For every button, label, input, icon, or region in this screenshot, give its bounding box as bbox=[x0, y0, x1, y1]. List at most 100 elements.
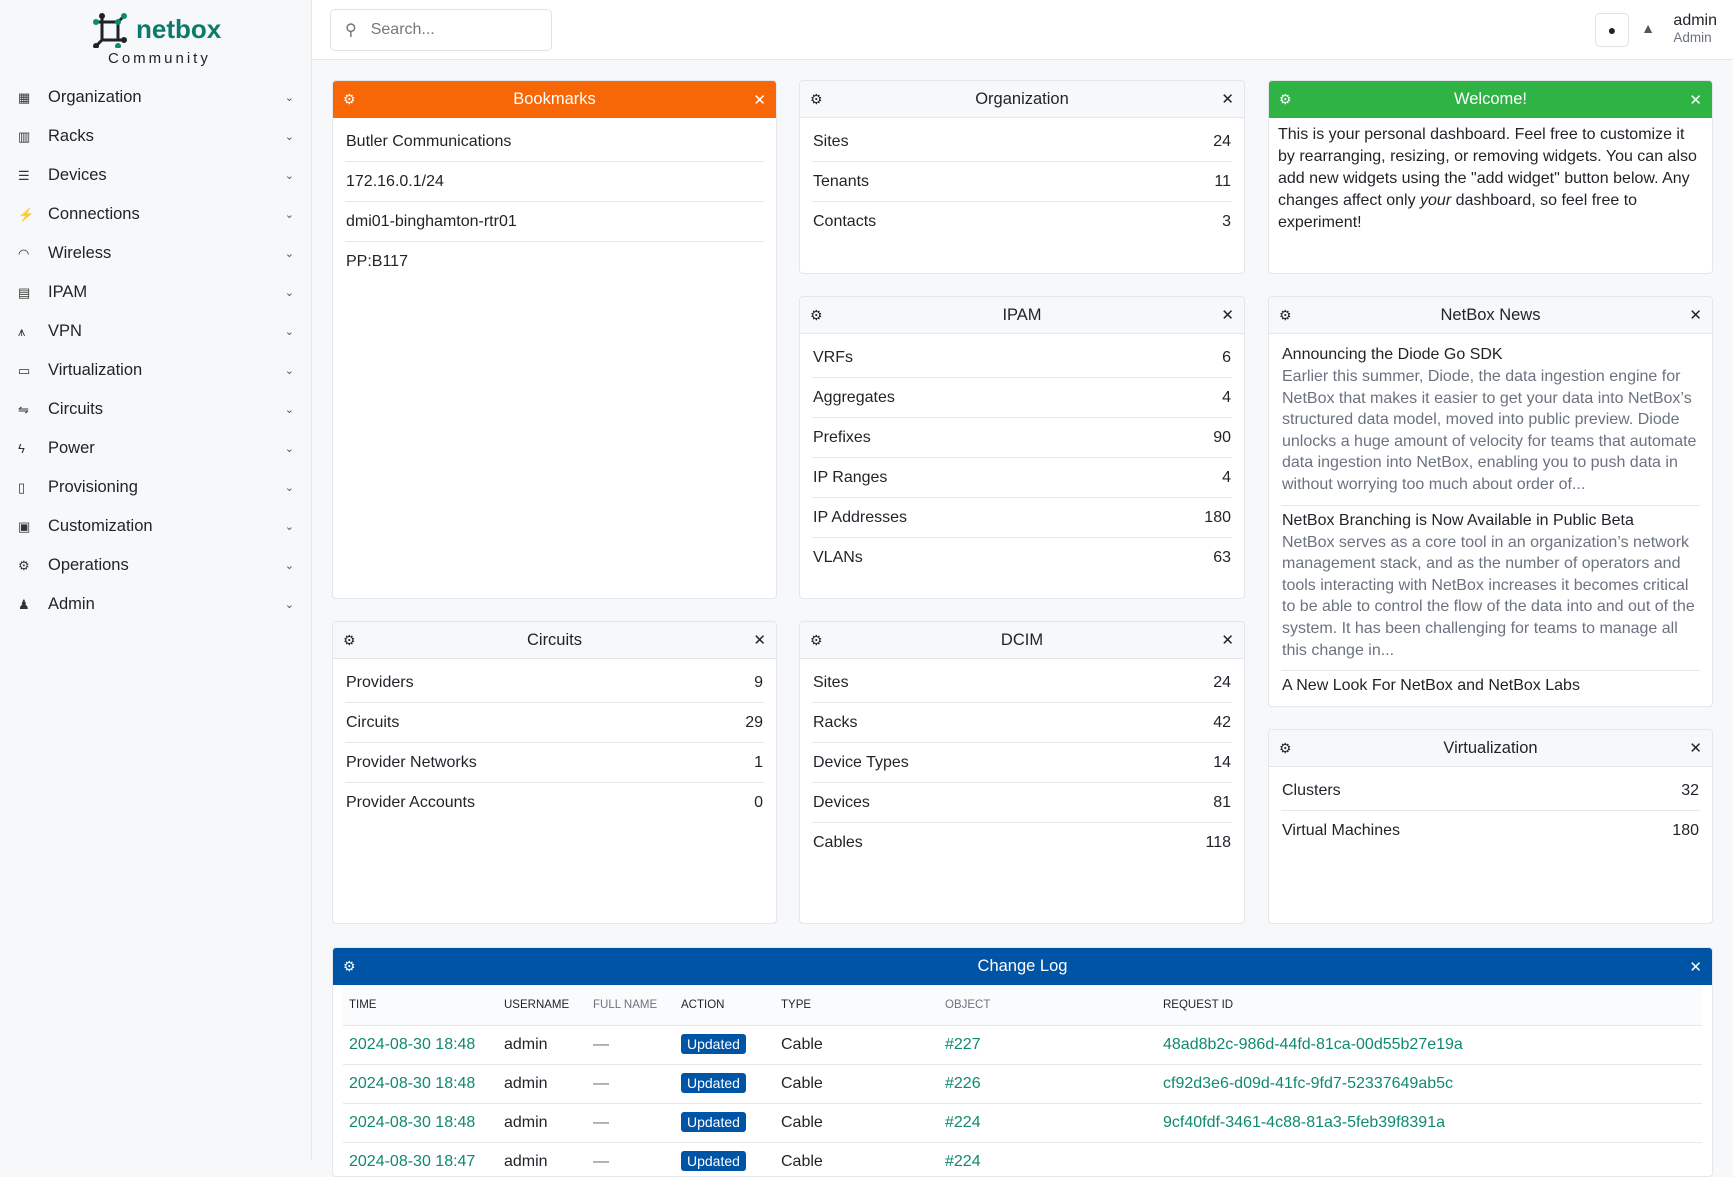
sidebar-item-ipam[interactable]: ▤ IPAM ⌄ bbox=[0, 273, 312, 312]
netbox-logo[interactable]: netbox Community bbox=[92, 12, 232, 68]
bookmark-item[interactable]: 172.16.0.1/24 bbox=[345, 162, 764, 202]
object-link[interactable]: #224 bbox=[945, 1113, 981, 1131]
sidebar-item-circuits[interactable]: ⇋ Circuits ⌄ bbox=[0, 390, 312, 429]
widget-title: IPAM bbox=[1002, 305, 1042, 324]
stat-label: Contacts bbox=[813, 213, 877, 230]
news-title[interactable]: Announcing the Diode Go SDK bbox=[1282, 346, 1503, 363]
close-icon[interactable]: ✕ bbox=[1221, 91, 1234, 108]
gear-icon[interactable]: ⚙ bbox=[1279, 739, 1292, 756]
stat-row[interactable]: Cables 118 bbox=[812, 823, 1232, 863]
request-id-link[interactable]: cf92d3e6-d09d-41fc-9fd7-52337649ab5c bbox=[1163, 1074, 1454, 1092]
column-header[interactable]: TIME bbox=[343, 985, 498, 1026]
bookmark-item[interactable]: Butler Communications bbox=[345, 122, 764, 162]
search-box[interactable]: ⚲ bbox=[330, 9, 552, 51]
stat-count: 90 bbox=[1213, 428, 1231, 446]
object-link[interactable]: #226 bbox=[945, 1074, 981, 1092]
gear-icon[interactable]: ⚙ bbox=[1279, 306, 1292, 323]
close-icon[interactable]: ✕ bbox=[1221, 632, 1234, 649]
sidebar-item-provisioning[interactable]: ▯ Provisioning ⌄ bbox=[0, 468, 312, 507]
news-item[interactable]: Announcing the Diode Go SDK Earlier this … bbox=[1281, 340, 1700, 506]
stat-row[interactable]: Provider Accounts 0 bbox=[345, 783, 764, 823]
time-link[interactable]: 2024-08-30 18:48 bbox=[349, 1113, 476, 1131]
column-header[interactable]: FULL NAME bbox=[587, 985, 675, 1026]
sidebar-item-operations[interactable]: ⚙ Operations ⌄ bbox=[0, 546, 312, 585]
stat-row[interactable]: Virtual Machines 180 bbox=[1281, 811, 1700, 851]
stat-row[interactable]: IP Ranges 4 bbox=[812, 458, 1232, 498]
sidebar-item-virtualization[interactable]: ▭ Virtualization ⌄ bbox=[0, 351, 312, 390]
news-item[interactable]: NetBox Branching is Now Available in Pub… bbox=[1281, 506, 1700, 672]
wifi-icon: ◠ bbox=[18, 245, 30, 261]
news-title[interactable]: NetBox Branching is Now Available in Pub… bbox=[1282, 511, 1634, 529]
sidebar-item-organization[interactable]: ▦ Organization ⌄ bbox=[0, 78, 312, 117]
gear-icon[interactable]: ⚙ bbox=[343, 958, 356, 974]
gear-icon[interactable]: ⚙ bbox=[1279, 91, 1292, 107]
time-link[interactable]: 2024-08-30 18:48 bbox=[349, 1074, 476, 1092]
gear-icon[interactable]: ⚙ bbox=[810, 90, 823, 107]
stat-row[interactable]: Prefixes 90 bbox=[812, 418, 1232, 458]
stat-row[interactable]: VLANs 63 bbox=[812, 538, 1232, 578]
column-header[interactable]: REQUEST ID bbox=[1157, 985, 1702, 1026]
time-link[interactable]: 2024-08-30 18:47 bbox=[349, 1152, 476, 1170]
search-input[interactable] bbox=[370, 21, 531, 39]
gear-icon[interactable]: ⚙ bbox=[810, 631, 823, 648]
stat-row[interactable]: Tenants 11 bbox=[812, 162, 1232, 202]
stat-row[interactable]: Racks 42 bbox=[812, 703, 1232, 743]
stat-label: Circuits bbox=[346, 713, 400, 731]
sidebar-item-connections[interactable]: ⚡ Connections ⌄ bbox=[0, 195, 312, 234]
sidebar-item-devices[interactable]: ☰ Devices ⌄ bbox=[0, 156, 312, 195]
column-header[interactable]: TYPE bbox=[775, 985, 939, 1026]
stat-row[interactable]: Circuits 29 bbox=[345, 703, 764, 743]
close-icon[interactable]: ✕ bbox=[1221, 307, 1234, 324]
news-item[interactable]: A New Look For NetBox and NetBox Labs bbox=[1281, 671, 1700, 706]
sidebar-item-label: Racks bbox=[48, 127, 94, 145]
theme-toggle-button[interactable]: ● bbox=[1595, 13, 1629, 47]
time-link[interactable]: 2024-08-30 18:48 bbox=[349, 1035, 476, 1053]
column-header[interactable]: ACTION bbox=[675, 985, 775, 1026]
notifications-button[interactable]: ▲ bbox=[1641, 20, 1655, 36]
news-list: Announcing the Diode Go SDK Earlier this … bbox=[1269, 334, 1712, 706]
sidebar-item-wireless[interactable]: ◠ Wireless ⌄ bbox=[0, 234, 312, 273]
column-header[interactable]: USERNAME bbox=[498, 985, 587, 1026]
stat-count: 24 bbox=[1213, 132, 1231, 150]
sidebar-item-racks[interactable]: ▥ Racks ⌄ bbox=[0, 117, 312, 156]
request-id-link[interactable]: 9cf40fdf-3461-4c88-81a3-5feb39f8391a bbox=[1163, 1113, 1445, 1131]
stat-row[interactable]: Device Types 14 bbox=[812, 743, 1232, 783]
stat-row[interactable]: Devices 81 bbox=[812, 783, 1232, 823]
close-icon[interactable]: ✕ bbox=[1689, 91, 1702, 109]
sidebar-item-customization[interactable]: ▣ Customization ⌄ bbox=[0, 507, 312, 546]
gear-icon[interactable]: ⚙ bbox=[343, 631, 356, 648]
stat-row[interactable]: VRFs 6 bbox=[812, 338, 1232, 378]
column-header[interactable]: OBJECT bbox=[939, 985, 1157, 1026]
stat-row[interactable]: Sites 24 bbox=[812, 663, 1232, 703]
close-icon[interactable]: ✕ bbox=[1689, 958, 1702, 976]
stat-row[interactable]: Clusters 32 bbox=[1281, 771, 1700, 811]
stat-row[interactable]: Providers 9 bbox=[345, 663, 764, 703]
chevron-down-icon: ⌄ bbox=[284, 326, 294, 338]
cell: — bbox=[587, 1103, 675, 1143]
gear-icon[interactable]: ⚙ bbox=[343, 91, 356, 107]
request-id-link[interactable]: 48ad8b2c-986d-44fd-81ca-00d55b27e19a bbox=[1163, 1035, 1463, 1053]
stat-row[interactable]: Sites 24 bbox=[812, 122, 1232, 162]
bookmark-item[interactable]: PP:B117 bbox=[345, 242, 764, 282]
object-link[interactable]: #224 bbox=[945, 1152, 981, 1170]
stat-row[interactable]: IP Addresses 180 bbox=[812, 498, 1232, 538]
stat-row[interactable]: Contacts 3 bbox=[812, 202, 1232, 242]
sidebar-item-vpn[interactable]: ⩚ VPN ⌄ bbox=[0, 312, 312, 351]
widget-header: ⚙ Organization ✕ bbox=[800, 81, 1244, 118]
close-icon[interactable]: ✕ bbox=[1689, 740, 1702, 757]
close-icon[interactable]: ✕ bbox=[1689, 307, 1702, 324]
bookmark-item[interactable]: dmi01-binghamton-rtr01 bbox=[345, 202, 764, 242]
sidebar-item-admin[interactable]: ♟ Admin ⌄ bbox=[0, 585, 312, 624]
gear-icon[interactable]: ⚙ bbox=[810, 306, 823, 323]
sidebar-item-power[interactable]: ϟ Power ⌄ bbox=[0, 429, 312, 468]
stat-row[interactable]: Provider Networks 1 bbox=[345, 743, 764, 783]
cell: 2024-08-30 18:48 bbox=[343, 1103, 498, 1143]
search-icon: ⚲ bbox=[345, 22, 357, 39]
news-title[interactable]: A New Look For NetBox and NetBox Labs bbox=[1282, 677, 1580, 695]
object-link[interactable]: #227 bbox=[945, 1035, 981, 1053]
close-icon[interactable]: ✕ bbox=[753, 91, 766, 109]
user-menu[interactable]: admin Admin bbox=[1673, 12, 1717, 45]
stat-row[interactable]: Aggregates 4 bbox=[812, 378, 1232, 418]
close-icon[interactable]: ✕ bbox=[753, 632, 766, 649]
widget-list: Butler Communications 172.16.0.1/24 dmi01-… bbox=[333, 118, 776, 286]
